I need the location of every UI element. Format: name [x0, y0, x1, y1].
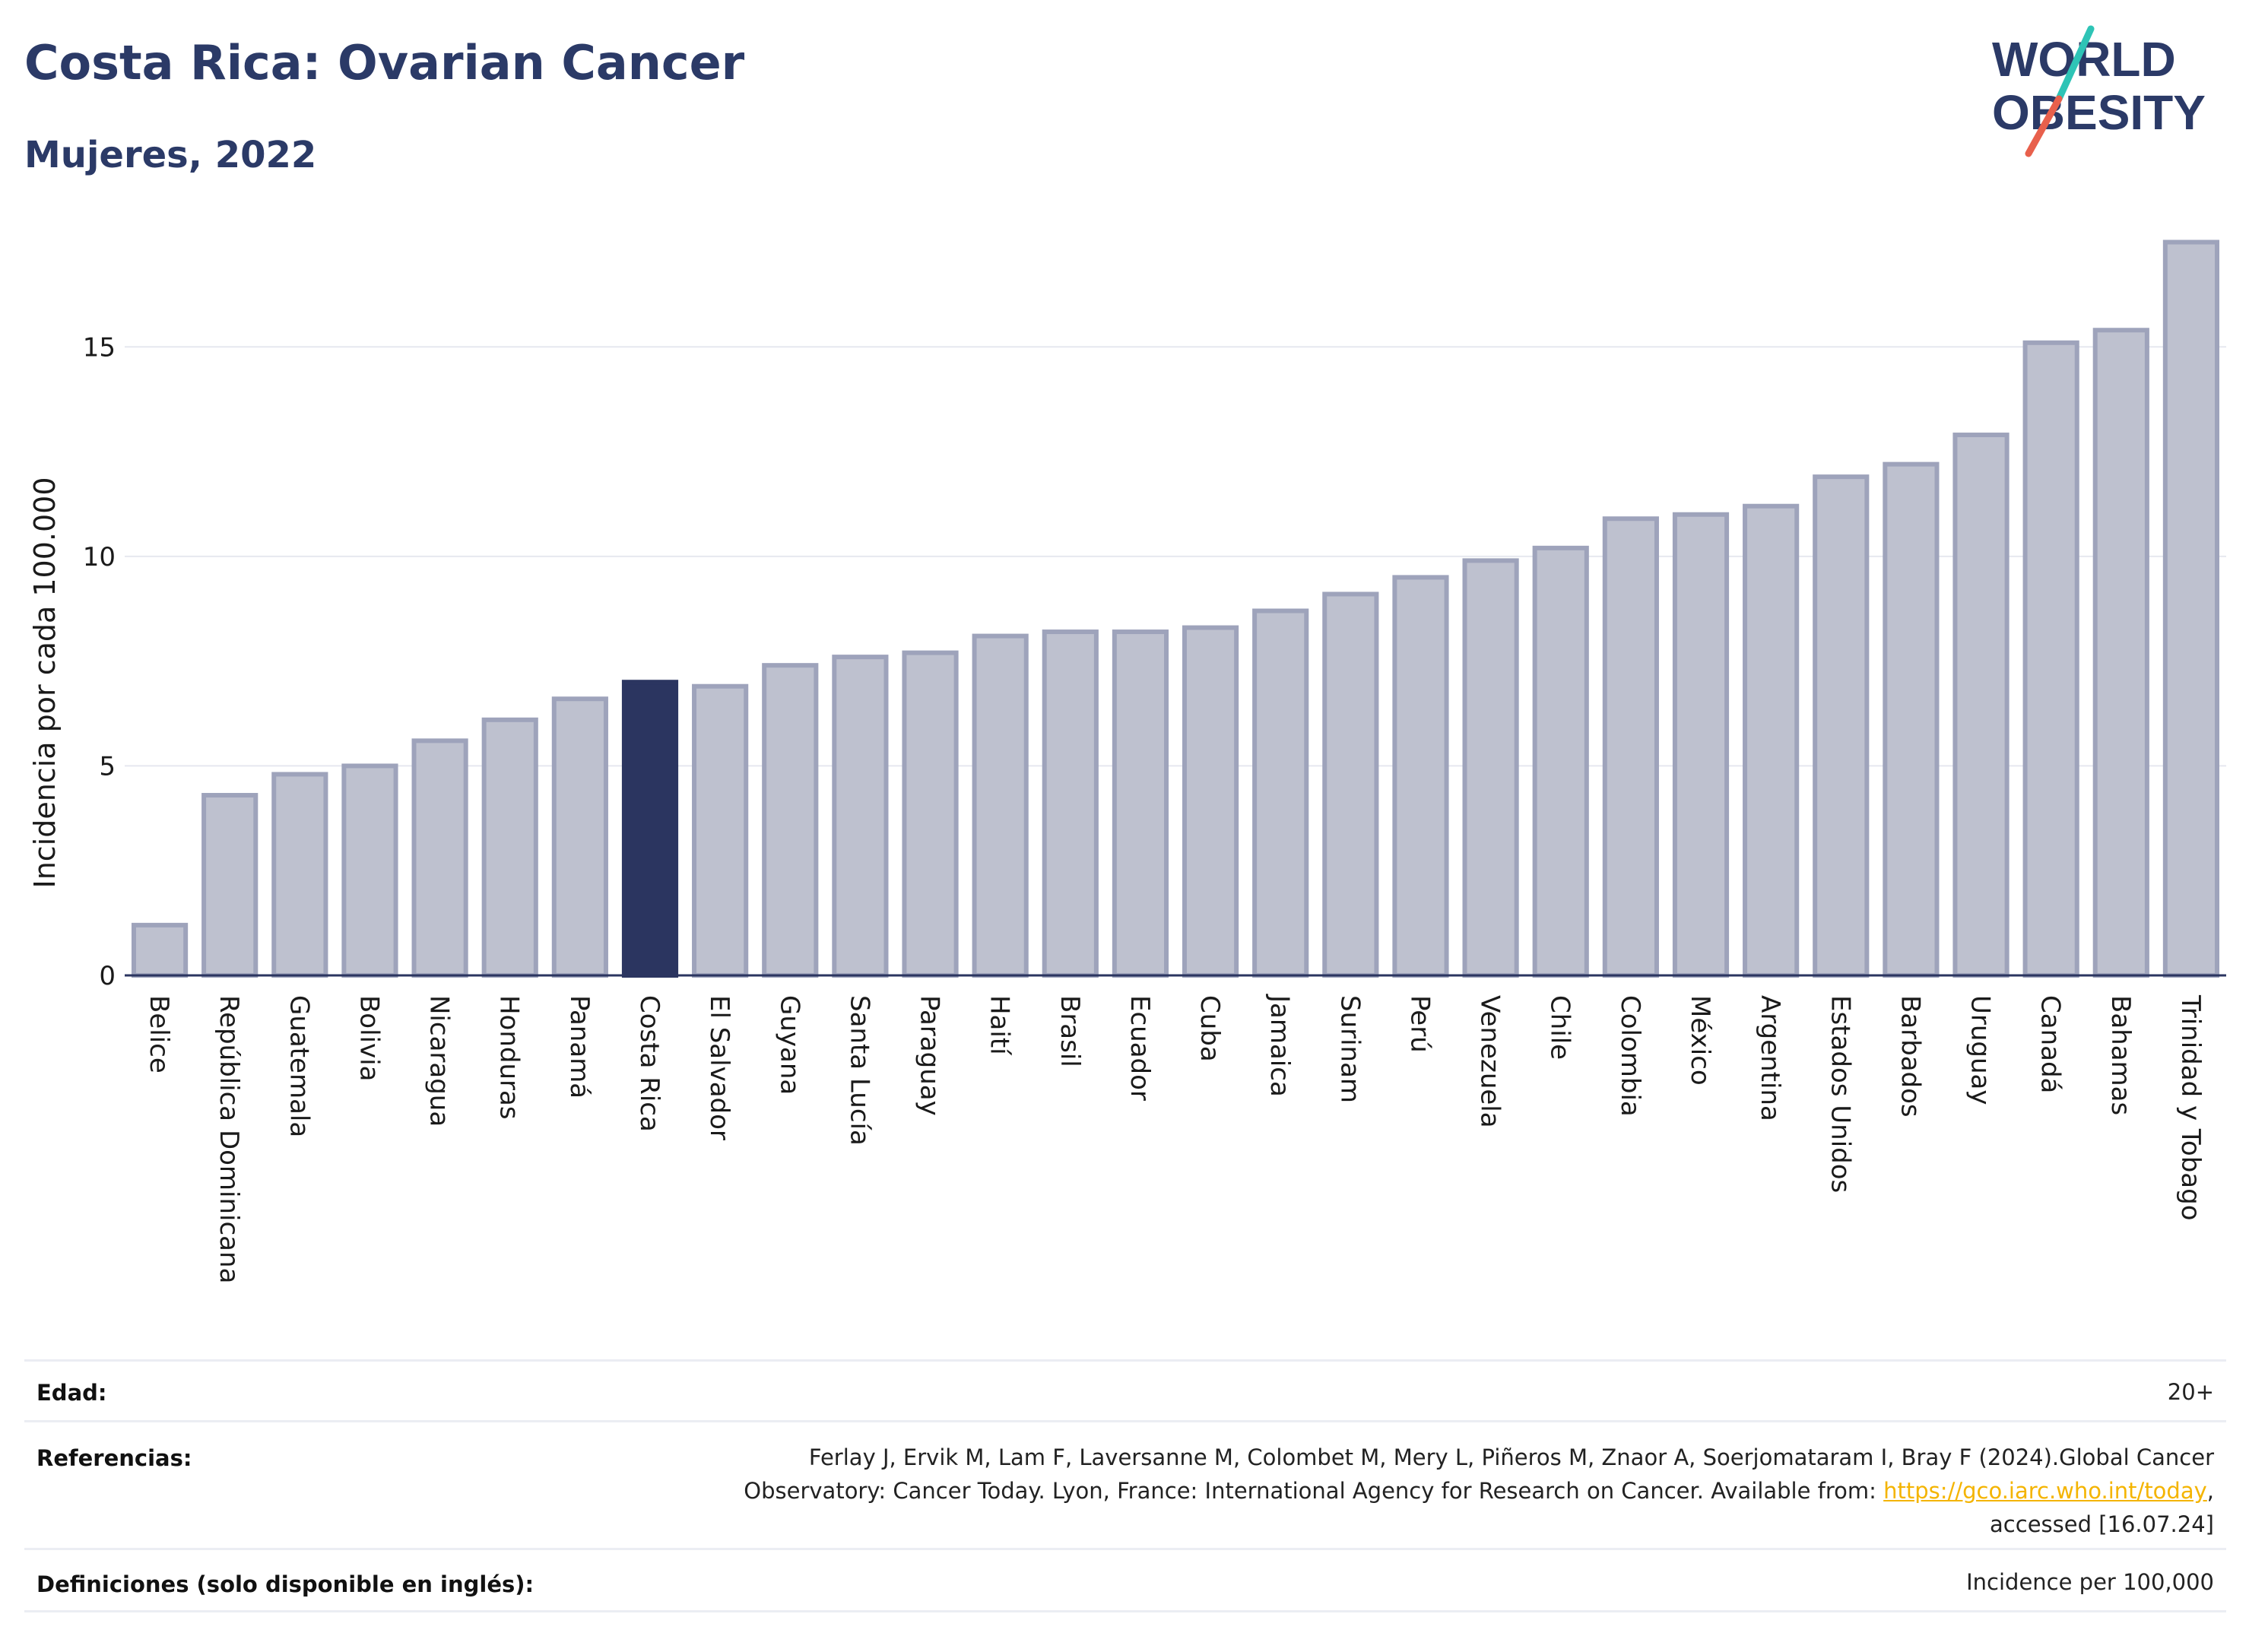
category-labels: Belice República Dominicana Guatemala Boliv… — [144, 994, 2206, 1283]
bar — [692, 683, 749, 978]
bar-chart: 0 5 10 15 Belice República Dominicana Guatema… — [28, 239, 2226, 1283]
bars — [131, 239, 2220, 978]
bar — [1813, 474, 1870, 978]
footer-age-row: Edad: 20+ — [24, 1359, 2226, 1422]
x-tick-label: Trinidad y Tobago — [2175, 994, 2206, 1221]
grid-lines — [125, 346, 2226, 767]
x-tick-label: Panamá — [564, 995, 595, 1099]
x-tick-label: Santa Lucía — [844, 995, 874, 1146]
bar — [762, 663, 819, 978]
x-tick-label: Nicaragua — [424, 995, 455, 1127]
bar — [1042, 629, 1099, 978]
x-tick-label: Paraguay — [915, 995, 945, 1116]
y-tick-label: 15 — [83, 332, 116, 363]
bar — [2022, 340, 2079, 978]
bar — [341, 763, 398, 978]
bar — [1392, 575, 1449, 978]
logo-text-obesity: OBESITY — [1992, 85, 2206, 140]
bar — [1743, 503, 1800, 978]
age-value: 20+ — [2167, 1379, 2214, 1405]
y-tick-label: 0 — [99, 961, 116, 991]
logo-slash-teal — [2055, 25, 2095, 103]
bar — [1883, 461, 1940, 978]
references-line-3: accessed [16.07.24] — [1990, 1511, 2214, 1537]
y-axis-label: Incidencia por cada 100.000 — [28, 477, 62, 888]
bar — [972, 633, 1029, 978]
world-obesity-logo: WORLD OBESITY — [1992, 25, 2206, 157]
bar — [551, 696, 608, 978]
bar — [1672, 512, 1730, 978]
x-tick-label: Costa Rica — [634, 995, 665, 1132]
references-line-2-comma: , — [2206, 1478, 2214, 1504]
bar-highlight — [621, 680, 679, 978]
x-tick-label: Surinam — [1334, 995, 1365, 1103]
bar — [1252, 608, 1309, 978]
bar — [1532, 545, 1589, 978]
bar — [902, 650, 959, 978]
bar — [1462, 558, 1519, 978]
y-tick-label: 10 — [83, 542, 116, 572]
axes: 0 5 10 15 — [83, 332, 2226, 991]
x-tick-label: Estados Unidos — [1825, 995, 1855, 1193]
x-tick-label: Bolivia — [354, 995, 384, 1081]
footer-definitions-row: Definiciones (solo disponible en inglés)… — [24, 1548, 2226, 1612]
x-tick-label: Barbados — [1895, 995, 1925, 1118]
x-tick-label: Perú — [1404, 995, 1435, 1053]
x-tick-label: El Salvador — [704, 995, 734, 1140]
bar — [1322, 591, 1379, 978]
x-tick-label: México — [1685, 995, 1715, 1086]
bar — [201, 793, 259, 978]
references-line-2-text: Observatory: Cancer Today. Lyon, France:… — [744, 1478, 1884, 1504]
x-tick-label: Chile — [1545, 995, 1575, 1060]
x-tick-label: República Dominicana — [214, 995, 244, 1283]
x-tick-label: Belice — [144, 995, 174, 1073]
x-tick-label: Bahamas — [2105, 995, 2136, 1115]
x-tick-label: Jamaica — [1264, 994, 1295, 1097]
x-tick-label: Canadá — [2035, 995, 2066, 1093]
x-tick-label: Venezuela — [1475, 995, 1505, 1128]
references-label: Referencias: — [36, 1445, 192, 1471]
x-tick-label: Guyana — [774, 995, 804, 1095]
x-tick-label: Haití — [985, 995, 1015, 1056]
x-tick-label: Colombia — [1615, 995, 1645, 1117]
x-tick-label: Brasil — [1055, 995, 1085, 1067]
bar — [131, 922, 189, 978]
x-tick-label: Guatemala — [284, 995, 314, 1137]
references-link[interactable]: https://gco.iarc.who.int/today — [1883, 1478, 2207, 1504]
bar — [2092, 328, 2149, 978]
x-tick-label: Uruguay — [1965, 995, 1996, 1105]
references-line-2: Observatory: Cancer Today. Lyon, France:… — [744, 1474, 2214, 1508]
bar — [2162, 239, 2220, 978]
x-tick-label: Argentina — [1755, 995, 1785, 1121]
x-tick-label: Cuba — [1194, 995, 1225, 1062]
definitions-label: Definiciones (solo disponible en inglés)… — [36, 1571, 534, 1597]
bar — [1112, 629, 1169, 978]
bar — [1182, 625, 1239, 978]
footer-bottom-rule — [24, 1610, 2226, 1612]
definitions-value: Incidence per 100,000 — [1966, 1569, 2214, 1595]
page-title: Costa Rica: Ovarian Cancer — [24, 35, 745, 90]
references-value: Ferlay J, Ervik M, Lam F, Laversanne M, … — [744, 1441, 2214, 1541]
logo-slash-coral — [2025, 95, 2063, 157]
page-subtitle: Mujeres, 2022 — [24, 134, 317, 176]
age-label: Edad: — [36, 1380, 107, 1406]
x-tick-label: Ecuador — [1124, 995, 1155, 1101]
bar — [1602, 516, 1659, 978]
x-tick-label: Honduras — [494, 995, 525, 1120]
y-tick-label: 5 — [99, 751, 116, 782]
bar — [481, 717, 538, 978]
bar — [1952, 433, 2010, 978]
bar — [271, 772, 328, 978]
footer-references-row: Referencias: Ferlay J, Ervik M, Lam F, L… — [24, 1420, 2226, 1550]
references-line-1: Ferlay J, Ervik M, Lam F, Laversanne M, … — [808, 1444, 2214, 1470]
bar — [832, 655, 889, 978]
bar — [411, 738, 468, 978]
